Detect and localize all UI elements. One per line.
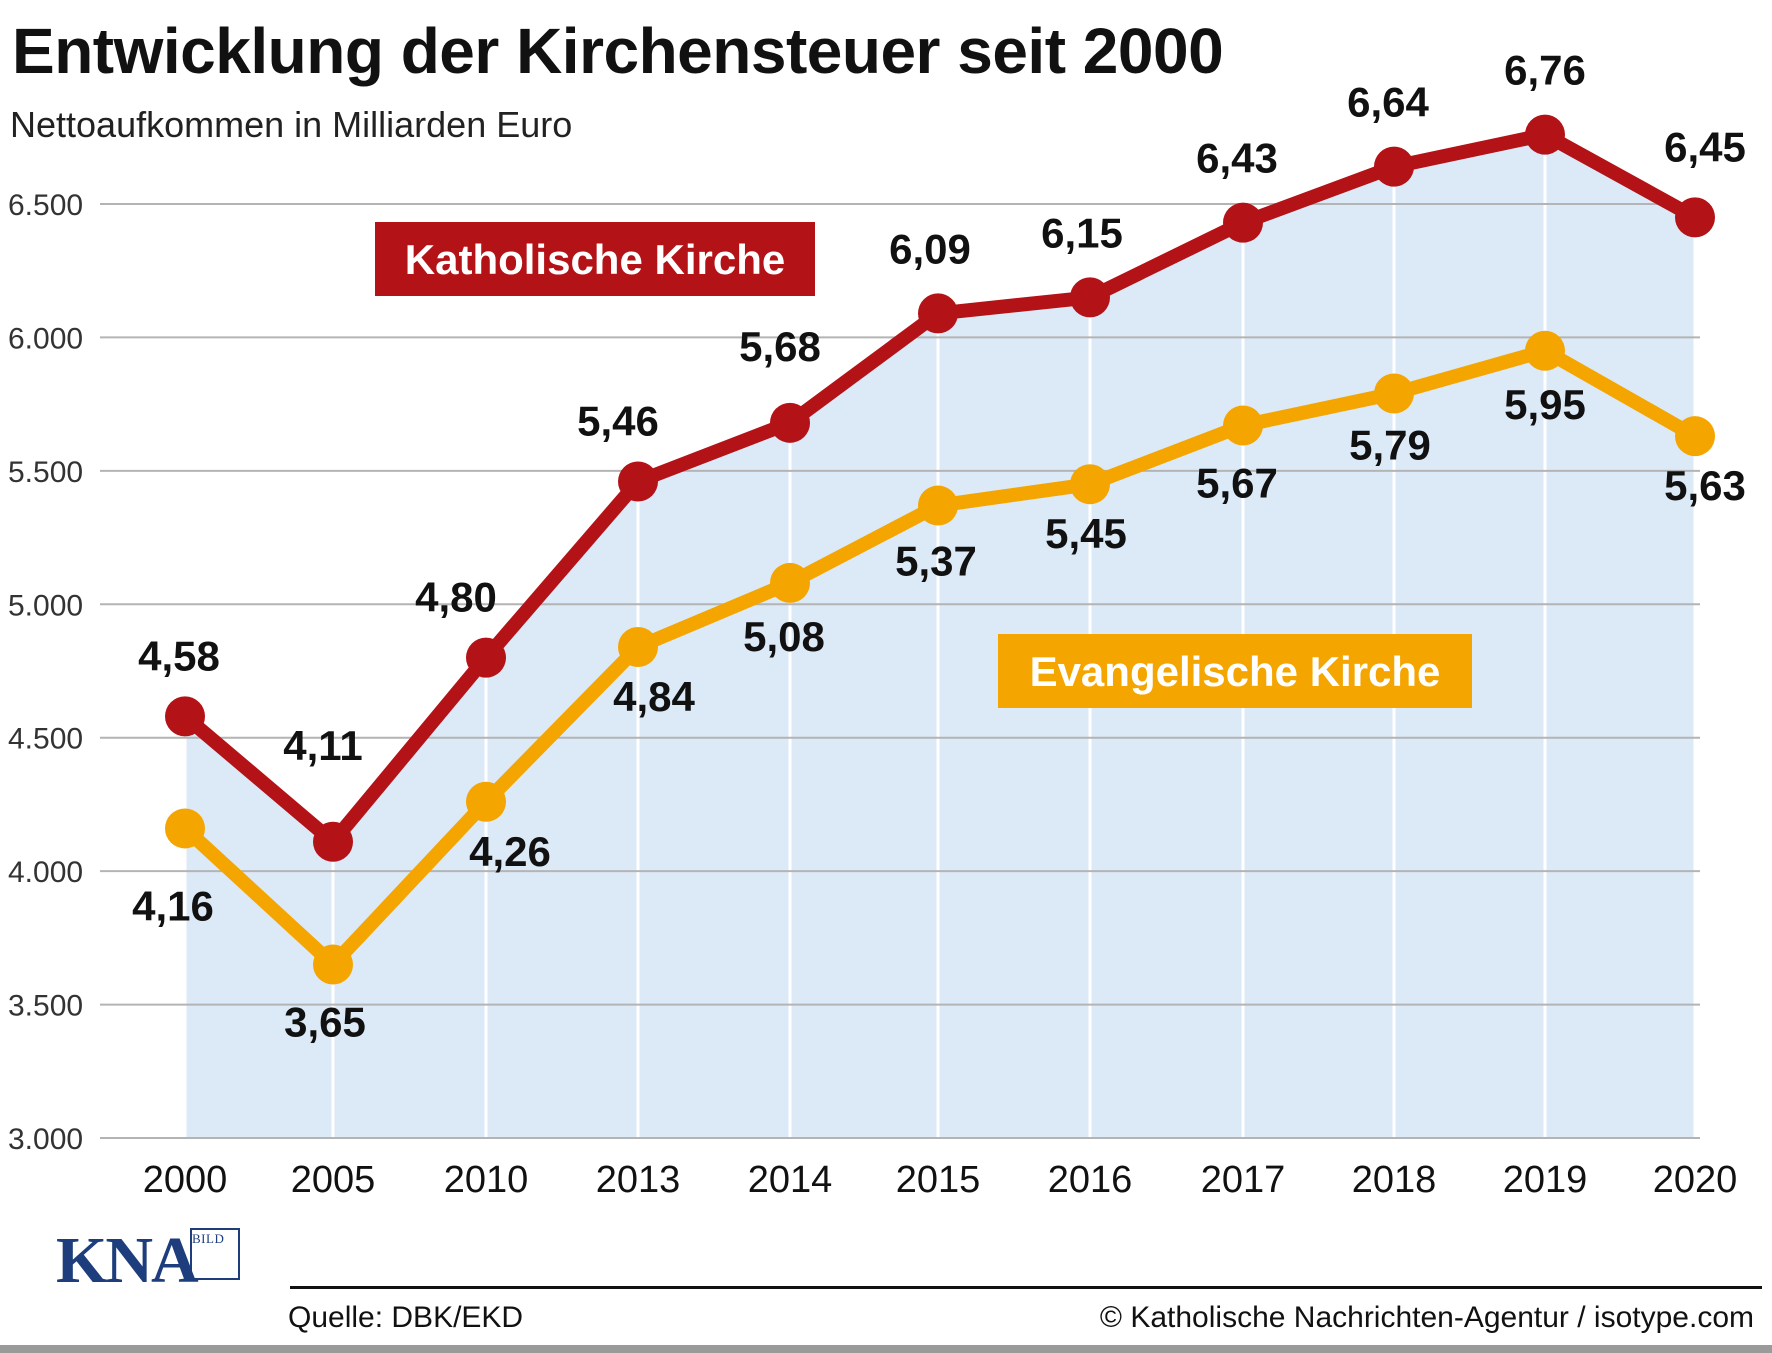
- y-tick-label: 3.000: [8, 1123, 83, 1156]
- data-point: [1223, 405, 1263, 446]
- y-tick-label: 5.500: [8, 456, 83, 489]
- bottom-band: [0, 1345, 1772, 1353]
- data-label-evangelisch: 5,79: [1349, 421, 1431, 468]
- data-label-evangelisch: 5,08: [743, 613, 825, 660]
- data-label-evangelisch: 5,67: [1196, 459, 1278, 506]
- x-tick-label: 2015: [896, 1159, 981, 1201]
- data-point: [1525, 330, 1565, 371]
- kna-logo: KNA BILD: [56, 1228, 246, 1298]
- logo-subtext: BILD: [192, 1231, 225, 1246]
- data-point: [1223, 202, 1263, 243]
- logo-text: KNA: [56, 1224, 199, 1297]
- data-label-evangelisch: 4,16: [132, 882, 214, 929]
- legend-box-evangelisch: [998, 634, 1472, 708]
- x-tick-label: 2013: [596, 1159, 681, 1201]
- data-label-evangelisch: 4,26: [469, 828, 551, 875]
- data-label-katholisch: 6,09: [889, 225, 971, 272]
- y-tick-label: 5.000: [8, 589, 83, 622]
- source-note: Quelle: DBK/EKD: [288, 1301, 524, 1334]
- data-label-evangelisch: 4,84: [613, 673, 695, 720]
- x-tick-label: 2010: [444, 1159, 529, 1201]
- x-tick-label: 2016: [1048, 1159, 1133, 1201]
- data-point: [165, 808, 205, 849]
- data-point: [918, 485, 958, 526]
- data-point: [1675, 416, 1715, 457]
- legend-box-katholisch: [375, 222, 815, 296]
- data-label-katholisch: 6,15: [1041, 209, 1123, 256]
- logo-frame: [190, 1228, 240, 1280]
- data-point: [918, 293, 958, 334]
- footer-divider: [290, 1286, 1762, 1289]
- data-point: [1525, 114, 1565, 155]
- x-tick-label: 2000: [143, 1159, 228, 1201]
- legend-label-evangelisch: Evangelische Kirche: [1030, 648, 1441, 695]
- data-label-katholisch: 6,43: [1196, 135, 1278, 182]
- copyright-note: © Katholische Nachrichten-Agentur / isot…: [1099, 1301, 1754, 1334]
- data-label-evangelisch: 5,95: [1504, 381, 1586, 428]
- data-label-katholisch: 4,11: [283, 722, 362, 769]
- x-tick-label: 2019: [1503, 1159, 1588, 1201]
- data-point: [313, 944, 353, 985]
- data-label-katholisch: 6,45: [1664, 123, 1746, 170]
- x-tick-label: 2014: [748, 1159, 833, 1201]
- data-label-katholisch: 5,46: [577, 398, 659, 445]
- data-label-evangelisch: 3,65: [284, 999, 366, 1046]
- data-point: [770, 402, 810, 443]
- plot-area-fill: [185, 134, 1695, 1139]
- data-point: [1675, 197, 1715, 238]
- data-label-katholisch: 4,80: [415, 574, 497, 621]
- x-tick-label: 2017: [1201, 1159, 1286, 1201]
- data-label-katholisch: 6,76: [1504, 47, 1586, 94]
- x-tick-label: 2018: [1352, 1159, 1437, 1201]
- y-tick-label: 4.000: [8, 856, 83, 889]
- data-point: [313, 821, 353, 862]
- data-label-katholisch: 6,64: [1347, 79, 1429, 126]
- y-tick-label: 3.500: [8, 990, 83, 1023]
- data-label-evangelisch: 5,45: [1045, 510, 1127, 557]
- chart-subtitle: Nettoaufkommen in Milliarden Euro: [10, 104, 573, 145]
- data-label-evangelisch: 5,63: [1664, 462, 1746, 509]
- data-label-katholisch: 5,68: [739, 323, 821, 370]
- data-point: [770, 562, 810, 603]
- x-tick-label: 2005: [291, 1159, 376, 1201]
- data-point: [1070, 464, 1110, 505]
- data-point: [618, 626, 658, 667]
- data-point: [1374, 373, 1414, 414]
- data-point: [1070, 277, 1110, 318]
- y-tick-label: 4.500: [8, 723, 83, 756]
- data-point: [618, 461, 658, 502]
- y-tick-label: 6.500: [8, 189, 83, 222]
- data-point: [466, 781, 506, 822]
- chart-title: Entwicklung der Kirchensteuer seit 2000: [12, 15, 1224, 87]
- data-label-evangelisch: 5,37: [895, 538, 977, 585]
- x-tick-label: 2020: [1653, 1159, 1738, 1201]
- data-label-katholisch: 4,58: [138, 632, 220, 679]
- data-point: [466, 637, 506, 678]
- legend-label-katholisch: Katholische Kirche: [405, 236, 785, 283]
- y-tick-label: 6.000: [8, 322, 83, 355]
- data-point: [165, 696, 205, 737]
- data-point: [1374, 146, 1414, 187]
